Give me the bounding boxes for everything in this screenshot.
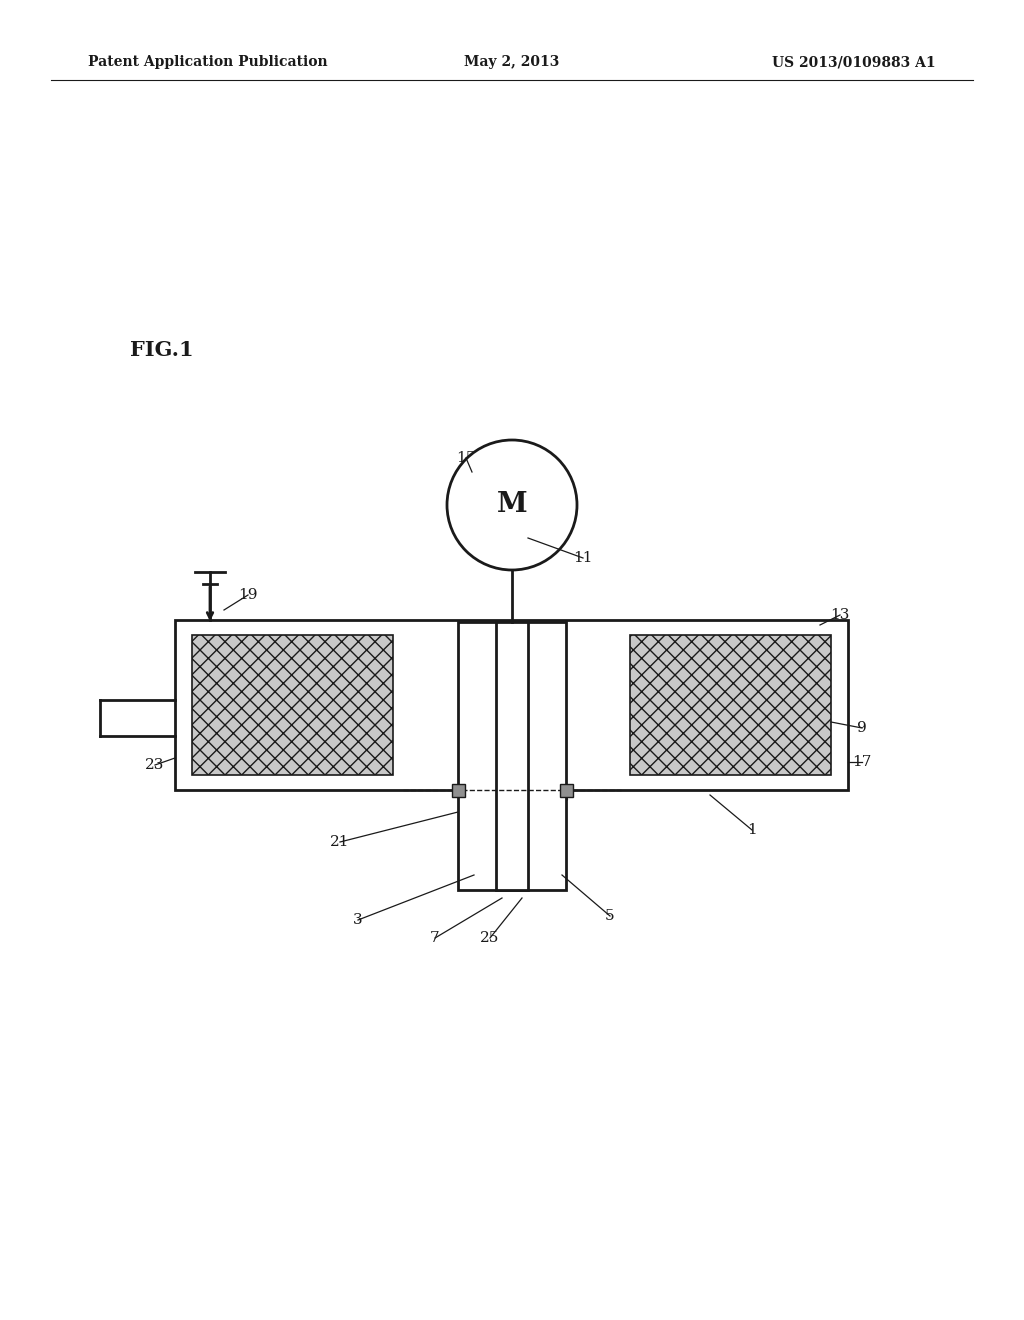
Text: US 2013/0109883 A1: US 2013/0109883 A1 <box>772 55 936 69</box>
Text: 3: 3 <box>353 913 362 927</box>
Bar <box>560 784 573 797</box>
Text: 19: 19 <box>239 587 258 602</box>
Bar <box>175 620 848 789</box>
Text: 11: 11 <box>573 550 593 565</box>
Bar <box>630 635 831 775</box>
Text: 25: 25 <box>480 931 500 945</box>
Text: 23: 23 <box>145 758 165 772</box>
Text: 21: 21 <box>331 836 350 849</box>
Text: 1: 1 <box>748 822 757 837</box>
Text: May 2, 2013: May 2, 2013 <box>464 55 560 69</box>
Text: 9: 9 <box>857 721 867 735</box>
Bar <box>452 784 465 797</box>
Bar <box>458 622 566 890</box>
Circle shape <box>447 440 577 570</box>
Text: 13: 13 <box>830 609 850 622</box>
Bar <box>496 622 528 890</box>
Text: 15: 15 <box>457 451 476 465</box>
Text: Patent Application Publication: Patent Application Publication <box>88 55 328 69</box>
Text: 17: 17 <box>852 755 871 770</box>
Text: 7: 7 <box>430 931 440 945</box>
Text: M: M <box>497 491 527 519</box>
Text: FIG.1: FIG.1 <box>130 341 194 360</box>
Bar <box>193 635 393 775</box>
Text: 5: 5 <box>605 909 614 923</box>
